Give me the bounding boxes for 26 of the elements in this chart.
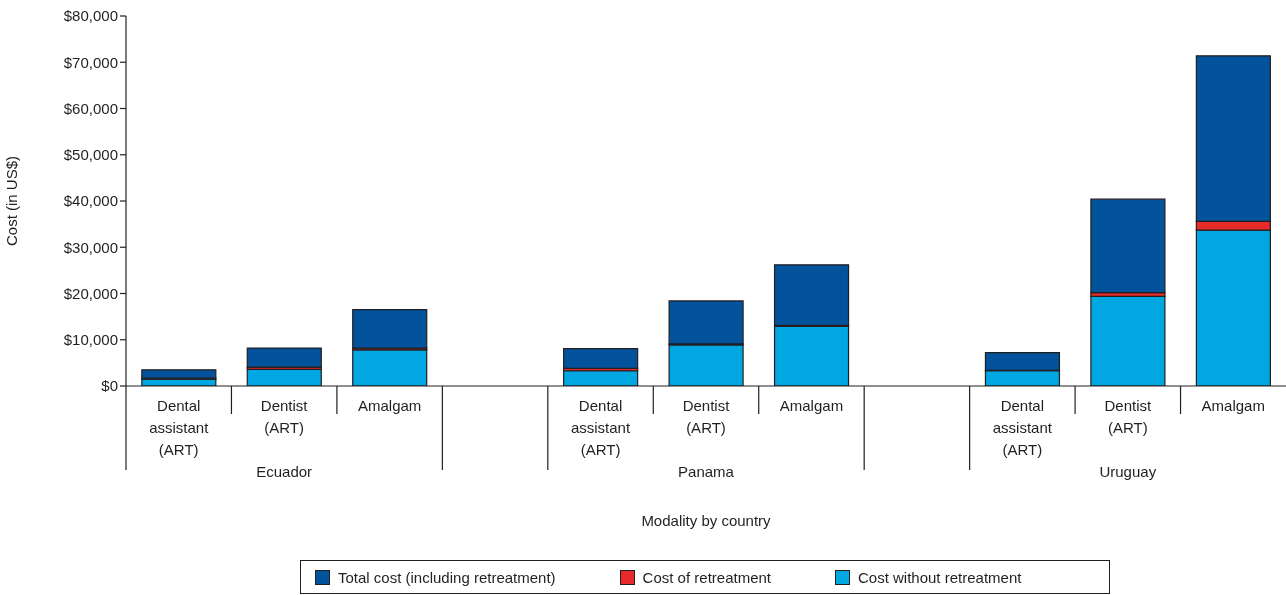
y-tick-label: $80,000 — [63, 7, 118, 25]
y-tick-label: $10,000 — [63, 331, 118, 349]
y-tick-label: $40,000 — [63, 192, 118, 210]
y-tick-label: $20,000 — [63, 284, 118, 302]
legend-label: Cost of retreatment — [642, 568, 771, 586]
x-tick-label: Dentist (ART) — [1104, 396, 1152, 436]
x-tick-label: Dentist (ART) — [682, 396, 731, 436]
y-tick-label: $0 — [101, 377, 118, 395]
x-tick-label: Dental assistant (ART) — [149, 396, 210, 458]
y-tick-label: $50,000 — [63, 146, 118, 164]
text: Uruguay — [1099, 463, 1157, 480]
y-tick-label: $70,000 — [63, 53, 118, 71]
x-axis-title: Modality by country — [641, 512, 772, 529]
x-tick-label: Amalgam — [357, 396, 422, 414]
legend-label: Total cost (including retreatment) — [338, 568, 556, 586]
x-tick-label: Dental assistant (ART) — [992, 396, 1053, 458]
y-tick-label: $30,000 — [63, 238, 118, 256]
text: Ecuador — [256, 463, 313, 480]
y-axis-title: Cost (in US$) — [3, 155, 21, 247]
x-tick-label: Dentist (ART) — [260, 396, 309, 436]
legend-label: Cost without retreatment — [858, 568, 1022, 586]
x-tick-label: Amalgam — [779, 396, 844, 414]
text: Panama — [678, 463, 735, 480]
x-tick-label: Dental assistant (ART) — [570, 396, 631, 458]
x-tick-label: Amalgam — [1201, 396, 1265, 414]
y-tick-label: $60,000 — [63, 99, 118, 117]
